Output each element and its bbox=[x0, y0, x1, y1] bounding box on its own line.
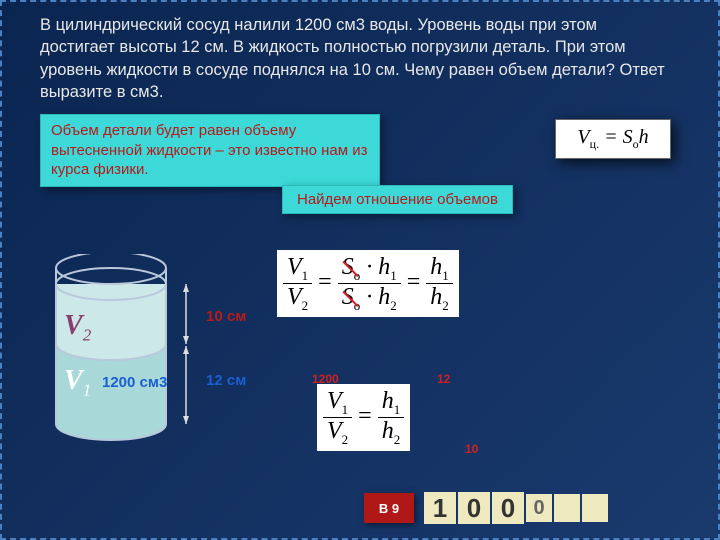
callout-physics: Объем детали будет равен объему вытеснен… bbox=[40, 114, 380, 187]
problem-number-badge: В 9 bbox=[364, 493, 414, 523]
answer-digit-3: 0 bbox=[492, 492, 524, 524]
equation-ratio-values: V1V2 = h1h2 bbox=[317, 384, 410, 451]
answer-bar: В 9 1 0 0 0 bbox=[364, 492, 608, 524]
volume-1200-label: 1200 см3 bbox=[102, 374, 167, 391]
cylinder-diagram bbox=[46, 254, 206, 449]
answer-digit-4: 0 bbox=[526, 494, 552, 522]
height-10-label: 10 см bbox=[206, 308, 246, 325]
callout-ratio: Найдем отношение объемов bbox=[282, 185, 513, 214]
v1-label: V1 bbox=[64, 365, 91, 401]
v2-label: V2 bbox=[64, 310, 91, 346]
annotation-10: 10 bbox=[465, 442, 478, 456]
annotation-12: 12 bbox=[437, 372, 450, 386]
answer-digit-1: 1 bbox=[424, 492, 456, 524]
formula-text: Vц. = Soh bbox=[577, 126, 648, 152]
answer-cell-empty bbox=[554, 494, 580, 522]
height-12-label: 12 см bbox=[206, 372, 246, 389]
answer-cell-empty bbox=[582, 494, 608, 522]
answer-digit-2: 0 bbox=[458, 492, 490, 524]
cylinder-svg bbox=[46, 254, 206, 444]
formula-cylinder-volume: Vц. = Soh bbox=[555, 119, 671, 159]
problem-statement: В цилиндрический сосуд налили 1200 см3 в… bbox=[40, 14, 670, 103]
equation-ratio-derivation: V1V2 = So · h1So · h2 = h1h2 bbox=[277, 250, 459, 317]
